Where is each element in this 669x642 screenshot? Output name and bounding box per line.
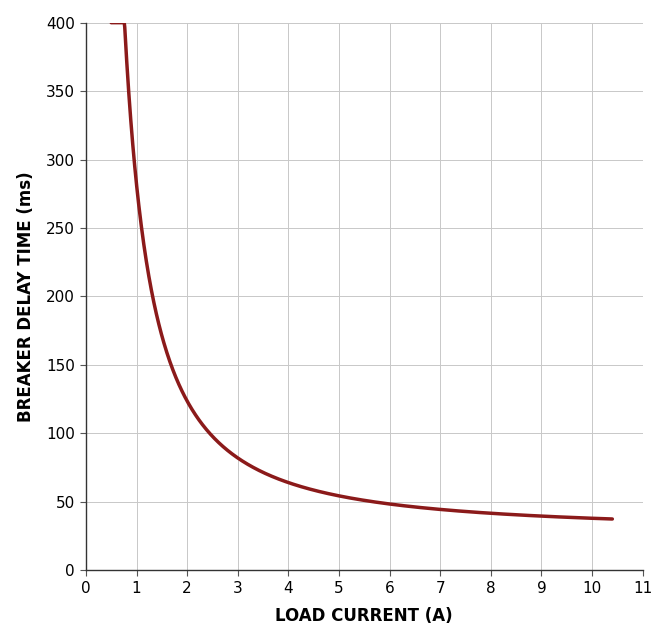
Y-axis label: BREAKER DELAY TIME (ms): BREAKER DELAY TIME (ms): [17, 171, 35, 422]
X-axis label: LOAD CURRENT (A): LOAD CURRENT (A): [276, 607, 453, 625]
